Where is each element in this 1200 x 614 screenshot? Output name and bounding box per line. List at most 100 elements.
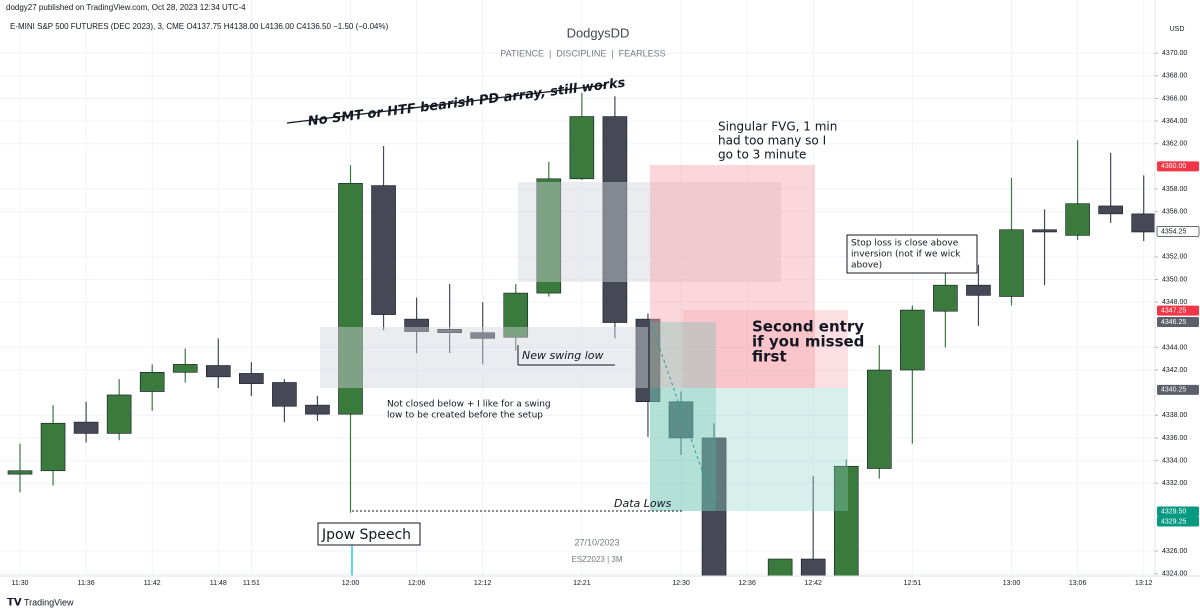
x-tick-label: 12:21 — [573, 580, 591, 587]
contract: ESZ2023 | 3M — [572, 555, 623, 564]
price-label: 4340.25 — [1161, 387, 1186, 394]
candle-body — [305, 404, 330, 415]
price-label: 4347.25 — [1161, 307, 1186, 314]
y-tick-label: 4366.00 — [1162, 95, 1187, 102]
zone-grey — [518, 182, 781, 282]
annotation: low to be created before the setup — [387, 411, 543, 421]
candle-body — [470, 332, 496, 339]
date: 27/10/2023 — [574, 537, 619, 547]
y-tick-label: 4358.00 — [1162, 186, 1187, 193]
candle-body — [1065, 203, 1090, 236]
candle-body — [371, 185, 396, 315]
candle-body — [1131, 213, 1155, 233]
candle-body — [602, 116, 628, 323]
currency: USD — [1170, 26, 1185, 33]
candle-body — [40, 422, 66, 472]
x-tick-label: 13:00 — [1003, 580, 1021, 587]
candle-body — [900, 309, 925, 371]
candle-body — [735, 608, 759, 614]
price-label-box — [1157, 305, 1199, 316]
candle-body — [999, 229, 1024, 297]
candle-body — [767, 558, 793, 576]
x-tick-label: 11:30 — [12, 580, 29, 587]
price-label-box — [1157, 516, 1199, 527]
y-tick-label: 4338.00 — [1162, 412, 1187, 419]
candle-body — [73, 421, 99, 434]
logo: TradingView — [24, 597, 74, 607]
annotations: No SMT or HTF bearish PD array, still wo… — [307, 76, 961, 543]
candle-body — [272, 382, 297, 407]
symbol: E-MINI S&P 500 FUTURES (DEC 2023), 3, CM… — [10, 22, 389, 31]
candle-body — [106, 394, 132, 434]
y-tick-label: 4350.00 — [1162, 276, 1187, 283]
candle-body — [1032, 229, 1057, 233]
x-tick-label: 13:12 — [1135, 580, 1153, 587]
price-label: 4360.00 — [1161, 163, 1186, 170]
price-label: 4329.50 — [1161, 508, 1186, 515]
candle-body — [536, 178, 562, 294]
annotation-box — [846, 234, 978, 274]
price-label-box — [1157, 384, 1199, 395]
candle-body — [800, 558, 826, 576]
y-tick-label: 4364.00 — [1162, 118, 1187, 125]
dashed-line — [649, 319, 717, 512]
zone-red — [650, 165, 815, 388]
zone-teal — [650, 388, 848, 511]
y-tick-label: 4326.00 — [1162, 548, 1187, 555]
candle-body — [503, 292, 529, 338]
annotation-box — [317, 522, 421, 546]
candle-body — [833, 465, 859, 576]
x-tick-label: 11:36 — [78, 580, 95, 587]
candles — [7, 92, 1155, 614]
annotation: if you missed — [752, 333, 864, 351]
y-tick-label: 4332.00 — [1162, 480, 1187, 487]
annotation: Singular FVG, 1 min — [718, 120, 837, 134]
candle-body — [7, 470, 33, 475]
candle-body — [338, 183, 363, 415]
motto: PATIENCE | DISCIPLINE | FEARLESS — [500, 48, 665, 58]
zones — [286, 84, 978, 576]
candle-body — [668, 401, 694, 439]
y-tick-label: 4342.00 — [1162, 367, 1187, 374]
annotation: had too many so I — [718, 134, 826, 148]
y-tick-label: 4348.00 — [1162, 299, 1187, 306]
x-tick-label: 13:06 — [1069, 580, 1087, 587]
price-label: 4329.25 — [1161, 518, 1186, 525]
y-tick-label: 4368.00 — [1162, 73, 1187, 80]
candle-body — [239, 373, 264, 384]
x-tick-label: 12:00 — [342, 580, 360, 587]
price-label-box — [1156, 226, 1200, 237]
y-tick-label: 4324.00 — [1162, 571, 1187, 578]
annotation: New swing low — [522, 349, 604, 362]
x-tick-label: 12:42 — [804, 580, 822, 587]
candle-body — [206, 365, 231, 378]
candle-body — [437, 329, 462, 333]
y-tick-label: 4336.00 — [1162, 435, 1187, 442]
candle-body — [933, 284, 958, 312]
brand: DodgysDD — [567, 25, 630, 40]
annotation: inversion (not if we wick — [851, 250, 961, 260]
candle-body — [139, 372, 165, 392]
candle-body — [1098, 205, 1123, 215]
price-label-box — [1157, 161, 1199, 172]
x-tick-label: 11:48 — [210, 580, 227, 587]
annotation: Stop loss is close above — [851, 239, 959, 249]
x-tick-label: 12:06 — [408, 580, 426, 587]
annotation: Second entry — [752, 318, 864, 336]
x-tick-label: 11:51 — [243, 580, 260, 587]
price-label: 4346.25 — [1161, 319, 1186, 326]
candle-body — [866, 369, 892, 469]
y-tick-label: 4362.00 — [1162, 141, 1187, 148]
axes: 4370.00 4368.00 4366.00 4364.00 4362.00 4358.… — [12, 50, 1200, 587]
x-tick-label: 12:36 — [738, 580, 756, 587]
candle-body — [701, 437, 727, 576]
price-label: 4354.25 — [1161, 228, 1186, 235]
annotation: Data Lows — [614, 497, 672, 510]
zone-red — [683, 310, 848, 388]
candle-body — [635, 318, 661, 403]
x-tick-label: 12:12 — [474, 580, 492, 587]
candle-body — [404, 318, 429, 332]
annotation: Not closed below + I like for a swing — [387, 400, 551, 410]
underline — [286, 84, 606, 124]
